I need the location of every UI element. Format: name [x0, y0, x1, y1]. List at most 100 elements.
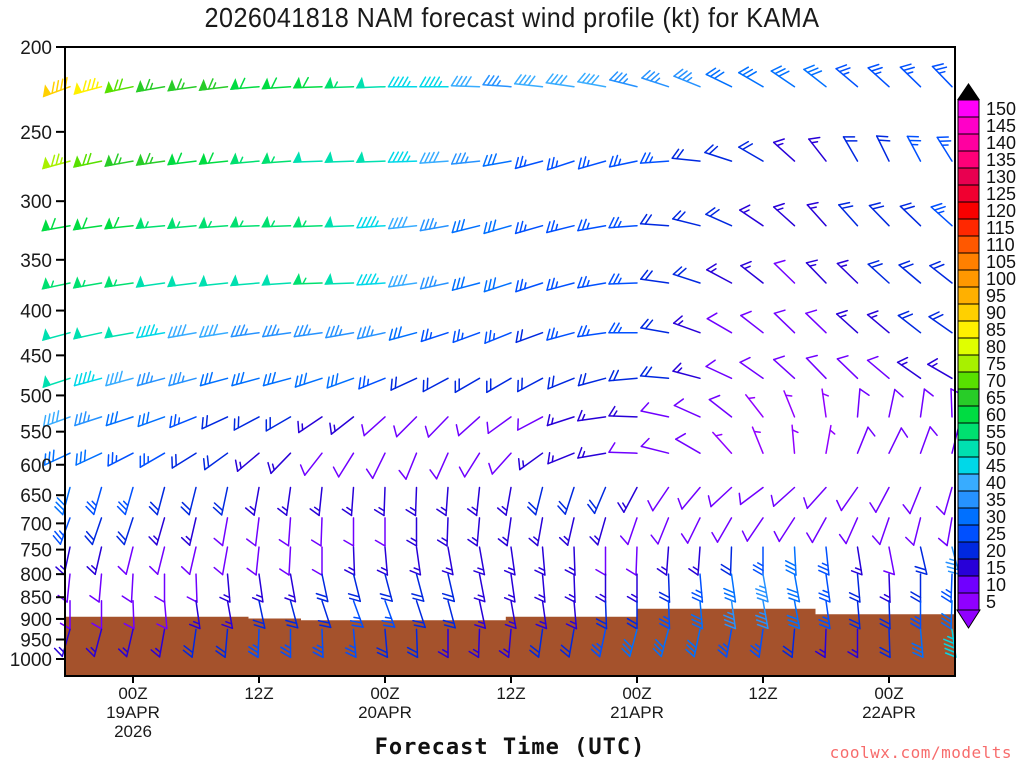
wind-barb [517, 377, 544, 393]
wind-barb [720, 546, 733, 576]
y-tick-label: 500 [20, 386, 52, 407]
wind-barb [201, 415, 229, 430]
wind-barb [625, 546, 638, 576]
wind-barb [199, 323, 229, 338]
wind-barb [468, 628, 481, 659]
wind-barb [419, 76, 449, 88]
wind-barb [577, 218, 607, 232]
wind-barb [72, 152, 103, 168]
wind-barb [940, 600, 953, 630]
wind-barb [587, 486, 607, 515]
wind-barb [738, 66, 764, 88]
wind-barb [198, 216, 229, 229]
wind-barb [836, 486, 859, 512]
wind-barb [821, 388, 830, 418]
wind-barb [856, 388, 870, 418]
wind-barb [558, 517, 575, 546]
wind-barb [452, 329, 481, 344]
wind-barb [91, 600, 103, 630]
wind-barb [589, 517, 607, 546]
y-tick-label: 1000 [10, 650, 52, 671]
y-tick-label: 450 [20, 346, 52, 367]
wind-barb [202, 452, 229, 471]
wind-barb [261, 77, 292, 90]
y-tick-label: 200 [20, 38, 52, 59]
wind-barb [608, 154, 638, 168]
wind-barb [782, 628, 796, 658]
wind-barb [619, 517, 638, 546]
wind-barb [473, 546, 486, 576]
wind-barb [680, 517, 701, 544]
wind-barb [422, 377, 449, 393]
wind-barb [229, 77, 260, 90]
colorbar-swatch [957, 286, 980, 305]
wind-barb [739, 356, 764, 380]
wind-barb [229, 152, 260, 165]
wind-barb [673, 398, 701, 418]
wind-barb [546, 414, 575, 427]
wind-barb [928, 311, 953, 334]
wind-barb [231, 371, 260, 387]
wind-barb [136, 371, 166, 387]
wind-barb [621, 628, 638, 658]
wind-barb [772, 202, 796, 227]
wind-barb [474, 600, 487, 629]
wind-barb [772, 355, 796, 380]
wind-barb [503, 546, 516, 576]
wind-barb [374, 517, 386, 547]
wind-barb [871, 517, 890, 546]
wind-barb [277, 486, 292, 516]
wind-barb [116, 517, 134, 546]
colorbar-label: 15 [986, 558, 1006, 578]
wind-barb [149, 546, 166, 575]
colorbar-label: 40 [986, 473, 1006, 493]
colorbar-swatch [957, 592, 980, 611]
wind-barb [672, 315, 701, 334]
colorbar-label: 70 [986, 371, 1006, 391]
wind-barb [930, 202, 953, 227]
wind-barb [527, 486, 544, 516]
wind-barb [935, 486, 953, 516]
wind-barb [252, 600, 266, 629]
x-tick-label: 12Z [496, 684, 525, 703]
wind-barb [292, 76, 323, 89]
y-tick-label: 250 [20, 123, 52, 144]
wind-barb [577, 72, 607, 88]
wind-barb [867, 63, 890, 88]
wind-barb [123, 600, 135, 630]
wind-barb [484, 329, 512, 344]
wind-barb [169, 413, 197, 429]
colorbar-swatch [957, 337, 980, 356]
wind-barb [547, 375, 575, 390]
wind-barb [221, 600, 234, 630]
chart-title: 2026041818 NAM forecast wind profile (kt… [204, 2, 820, 33]
wind-barb [72, 326, 103, 340]
wind-barb [650, 517, 670, 545]
wind-barb [910, 573, 922, 603]
wind-barb [148, 486, 166, 516]
wind-barb [835, 64, 859, 88]
colorbar-label: 25 [986, 524, 1006, 544]
wind-barb [888, 388, 904, 418]
colorbar-label: 60 [986, 405, 1006, 425]
wind-barb [265, 416, 292, 432]
wind-barb [267, 452, 292, 475]
wind-barb [773, 259, 796, 284]
wind-barb [658, 573, 671, 603]
wind-barb [712, 431, 733, 454]
wind-barb [640, 269, 670, 284]
wind-barb [437, 628, 449, 659]
wind-barb [325, 324, 355, 339]
wind-barb [919, 388, 934, 418]
wind-barb [565, 600, 578, 630]
watermark-link[interactable]: coolwx.com/modelts [829, 743, 1012, 762]
wind-barb [246, 546, 260, 576]
colorbar-swatch [957, 252, 980, 271]
wind-barb [473, 573, 486, 603]
wind-barb [167, 78, 197, 92]
wind-barb [803, 64, 827, 88]
wind-barb [442, 600, 456, 629]
wind-barb [626, 573, 638, 603]
wind-barb [911, 628, 924, 658]
wind-barb [515, 278, 544, 293]
